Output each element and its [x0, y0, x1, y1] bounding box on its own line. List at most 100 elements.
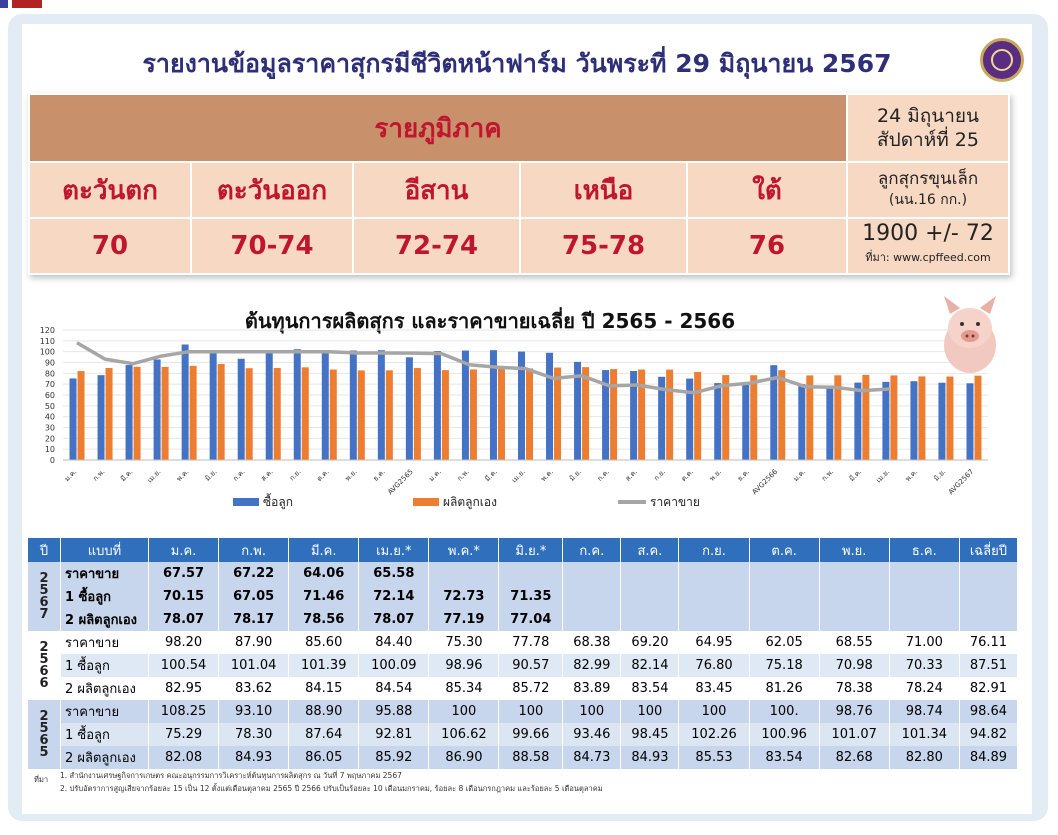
table-cell: 82.08 [148, 746, 220, 769]
col-header: ก.พ. [218, 538, 290, 562]
table-cell: 75.29 [148, 723, 220, 746]
table-cell: 82.14 [620, 654, 680, 677]
table-cell: 87.64 [288, 723, 360, 746]
bar-own-piglet [862, 374, 870, 460]
x-tick-label: พ.ย. [708, 468, 723, 483]
bar-own-piglet [974, 375, 982, 460]
year-digit: 5 [39, 720, 49, 736]
bar-buy-piglet [69, 378, 77, 460]
year-digit: 5 [39, 582, 49, 598]
legend-label: ราคาขาย [650, 495, 700, 509]
x-tick-label: พ.ค. [175, 468, 190, 483]
table-row: 1 ซื้อลูก 75.29 78.30 87.64 92.81 106.62 99.66… [28, 723, 1019, 746]
pig-illustration-icon [944, 296, 996, 373]
year-digit: 2 [39, 639, 49, 655]
bar-own-piglet [413, 368, 421, 460]
year-digit: 5 [39, 744, 49, 760]
table-cell: 84.54 [358, 677, 430, 700]
table-row: 2 5 6 6 ราคาขาย 98.20 87.90 85.60 84.40 75.30 77.7… [28, 631, 1019, 700]
table-cell: 65.58 [358, 562, 430, 585]
table-cell: 83.62 [218, 677, 290, 700]
y-tick-label: 90 [45, 359, 55, 368]
col-header: ต.ค. [749, 538, 820, 562]
x-tick-label: ต.ค. [315, 468, 330, 483]
region-price-south: 76 [686, 217, 848, 275]
table-header-row: ปี แบบที่ ม.ค. ก.พ. มี.ค. เม.ย.* พ.ค.* ม… [28, 538, 1019, 562]
x-tick-label: ม.ค. [63, 468, 78, 483]
bar-own-piglet [245, 368, 253, 460]
table-cell: 86.90 [428, 746, 500, 769]
col-header: มี.ค. [288, 538, 360, 562]
bar-own-piglet [694, 371, 702, 460]
table-cell: 68.38 [562, 631, 622, 654]
table-cell: 100 [678, 700, 750, 723]
x-tick-label: เม.ย. [875, 468, 892, 485]
year-digit: 6 [39, 732, 49, 748]
table-cell: 82.95 [148, 677, 220, 700]
bar-buy-piglet [489, 350, 497, 460]
year-digit: 6 [39, 594, 49, 610]
bar-own-piglet [890, 375, 898, 460]
bar-buy-piglet [882, 381, 890, 460]
table-cell: 101.39 [288, 654, 360, 677]
piglet-label: ลูกสุกรขุนเล็ก [877, 169, 979, 189]
bar-buy-piglet [321, 350, 329, 460]
table-cell: 75.18 [749, 654, 820, 677]
table-cell: 92.81 [358, 723, 430, 746]
table-cell [498, 562, 564, 585]
y-tick-label: 110 [40, 337, 55, 346]
bar-own-piglet [778, 370, 786, 460]
table-cell: 85.60 [288, 631, 360, 654]
table-cell: 84.89 [959, 746, 1019, 769]
bar-own-piglet [554, 367, 562, 460]
table-cell [749, 585, 820, 608]
table-cell [620, 562, 680, 585]
table-cell [889, 585, 960, 608]
row-label: ราคาขาย [60, 631, 149, 654]
x-tick-label: ม.ค. [792, 468, 807, 483]
bar-own-piglet [161, 366, 169, 460]
x-tick-label: พ.ค. [540, 468, 555, 483]
report-date: 24 มิถุนายน [876, 105, 980, 127]
table-cell: 100.96 [749, 723, 820, 746]
bar-own-piglet [441, 370, 449, 460]
seal-logo-icon [980, 38, 1024, 82]
year-digit: 7 [39, 606, 49, 622]
table-cell: 100 [620, 700, 680, 723]
col-header: ก.ค. [562, 538, 622, 562]
x-tick-label: AVG2566 [751, 467, 780, 496]
table-cell: 101.34 [889, 723, 960, 746]
x-tick-label: AVG2567 [947, 468, 976, 497]
table-cell: 101.07 [819, 723, 890, 746]
region-price-northeast: 72-74 [352, 217, 521, 275]
bar-own-piglet [105, 367, 113, 460]
report-week: สัปดาห์ที่ 25 [877, 129, 979, 151]
bar-buy-piglet [826, 387, 834, 460]
table-cell: 83.89 [562, 677, 622, 700]
x-tick-label: ก.พ. [456, 468, 471, 483]
bar-own-piglet [722, 375, 730, 460]
bar-buy-piglet [461, 350, 469, 460]
region-header: รายภูมิภาค [28, 93, 848, 163]
table-cell: 70.98 [819, 654, 890, 677]
table-cell: 100.09 [358, 654, 430, 677]
table-cell: 78.17 [218, 608, 290, 631]
year-digit: 6 [39, 663, 49, 679]
table-cell: 77.78 [498, 631, 564, 654]
row-label: 1 ซื้อลูก [60, 654, 149, 677]
piglet-price: 1900 +/- 72 [862, 221, 994, 246]
bar-buy-piglet [854, 382, 862, 460]
table-cell: 85.34 [428, 677, 500, 700]
table-cell: 88.58 [498, 746, 564, 769]
y-tick-label: 70 [45, 380, 55, 389]
col-header: ก.ย. [678, 538, 750, 562]
bar-own-piglet [301, 367, 309, 460]
footnote-line-1: 1. สำนักงานเศรษฐกิจการเกษตร คณะอนุกรรมกา… [60, 771, 402, 780]
table-cell: 98.74 [889, 700, 960, 723]
table-row: 1 ซื้อลูก 70.15 67.05 71.46 72.14 72.73 71.35 [28, 585, 1019, 608]
bar-own-piglet [329, 369, 337, 460]
bar-own-piglet [582, 367, 590, 460]
table-cell: 67.57 [148, 562, 220, 585]
